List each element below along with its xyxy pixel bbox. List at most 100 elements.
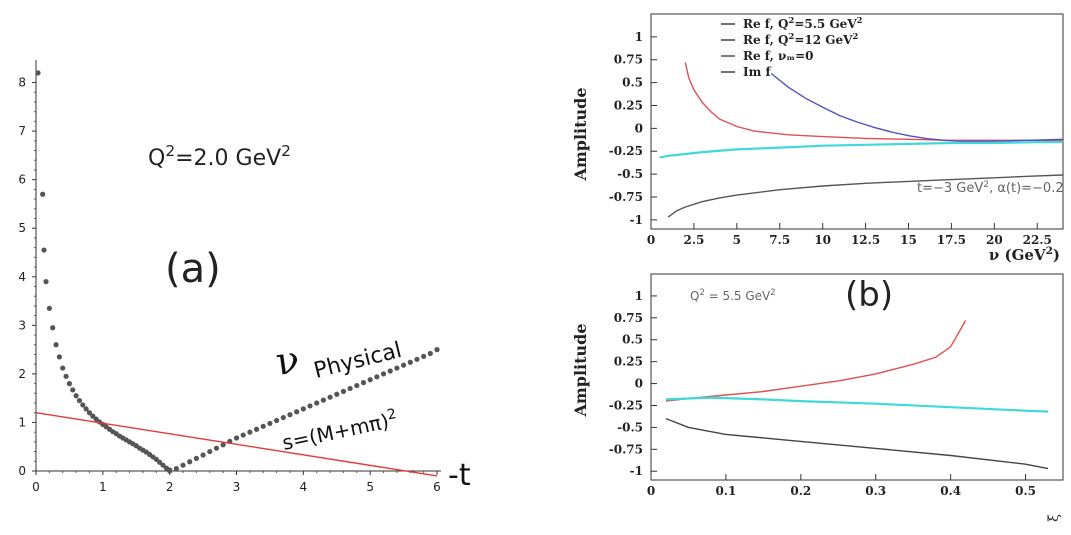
panel-a-annotation: Q2=2.0 GeV2 <box>148 142 291 171</box>
data-point <box>274 417 280 424</box>
data-point <box>327 394 333 400</box>
panel-a-axes <box>35 60 441 472</box>
data-point <box>247 429 253 435</box>
data-point <box>167 468 173 474</box>
data-point <box>80 402 86 408</box>
data-point <box>187 459 193 465</box>
y-tick-label: -0.25 <box>609 144 643 158</box>
x-tick-label: 10 <box>814 233 831 247</box>
data-point <box>35 70 41 76</box>
series-line <box>665 417 1049 470</box>
data-point <box>220 442 226 448</box>
x-tick-label: 12.5 <box>851 233 880 247</box>
x-tick-label: 5 <box>733 233 741 247</box>
data-point <box>56 354 62 360</box>
y-tick-label: -0.5 <box>617 167 643 181</box>
threshold-line <box>35 412 438 477</box>
x-tick-label: 1 <box>99 480 107 494</box>
data-point <box>253 426 260 432</box>
data-point <box>43 279 49 285</box>
panel-b-top-ticks: 0 2.5 5 7.5 10 12.5 15 17.5 20 22.510.750.50.250-… <box>609 30 1052 247</box>
y-tick-label: 0.25 <box>614 98 643 112</box>
x-tick-label: 0.3 <box>865 484 886 498</box>
data-point <box>300 406 306 412</box>
y-tick-label: 0 <box>635 121 643 135</box>
x-tick-label: 5 <box>366 480 374 494</box>
plot-frame <box>650 273 1064 481</box>
data-point <box>427 350 433 357</box>
data-point <box>90 413 96 419</box>
x-tick-label: 3 <box>233 480 241 494</box>
y-tick-label: 3 <box>18 318 26 332</box>
data-point <box>41 247 47 253</box>
y-tick-label: -1 <box>630 464 643 478</box>
x-tick-label: 0 <box>32 480 40 494</box>
y-tick-label: 0 <box>18 464 26 478</box>
nu-physical-label: Physical <box>311 338 404 384</box>
data-point <box>93 416 99 422</box>
panel-b-top: 0 2.5 5 7.5 10 12.5 15 17.5 20 22.510.750.50.250-… <box>571 13 1064 315</box>
data-point <box>407 359 413 365</box>
data-point <box>294 409 300 415</box>
data-point <box>367 377 373 383</box>
data-point <box>40 191 46 197</box>
panel-b-bottom-ticks: 0 0.1 0.2 0.3 0.4 0.5 1 0.75 0.5 0.25 0 -0.25 -0.5 -0… <box>609 289 1036 498</box>
x-tick-label: 0.4 <box>940 484 961 498</box>
y-tick-label: 0.5 <box>622 76 643 90</box>
y-tick-label: 6 <box>18 173 26 187</box>
data-point <box>233 435 240 441</box>
x-tick-label: 7.5 <box>769 233 790 247</box>
data-point <box>83 406 89 412</box>
data-point <box>287 412 293 418</box>
plot-frame <box>650 13 1064 230</box>
data-point <box>160 462 166 468</box>
data-point <box>240 432 246 438</box>
y-tick-label: 7 <box>18 124 26 138</box>
x-tick-label: 17.5 <box>937 233 966 247</box>
y-tick-label: -0.75 <box>609 442 643 456</box>
data-point <box>334 391 340 397</box>
y-tick-label: 2 <box>18 367 26 381</box>
series-line <box>684 62 1063 141</box>
data-point <box>267 420 273 427</box>
series-line <box>770 72 1064 142</box>
panel-b-top-ylabel: Amplitude <box>571 87 590 181</box>
y-tick-label: 0.75 <box>614 311 643 325</box>
panel-a-xlabel: -t <box>448 458 471 493</box>
data-point <box>421 353 427 360</box>
panel-a: 0 1 2 3 4 5 6 0 1 2 3 4 5 6 7 8 Q2=2.0 GeV2 (a) ν Physi… <box>18 60 471 494</box>
panel-b-bottom-axes <box>650 273 1064 481</box>
x-tick-label: 22.5 <box>1023 233 1052 247</box>
data-point <box>387 368 393 374</box>
data-point <box>50 325 56 331</box>
panel-b-bottom-series <box>665 320 1049 470</box>
y-tick-label: -0.75 <box>609 190 643 204</box>
y-tick-label: 0.25 <box>614 355 643 369</box>
y-tick-label: -0.25 <box>609 398 643 412</box>
data-point <box>414 356 420 362</box>
panel-a-ticks: 0 1 2 3 4 5 6 0 1 2 3 4 5 6 7 8 <box>18 76 440 494</box>
x-tick-label: 6 <box>433 480 441 494</box>
data-point <box>213 445 220 451</box>
data-point <box>260 423 266 429</box>
data-point <box>307 403 313 409</box>
panel-b-top-annotation: t=−3 GeV2, α(t)=−0.2 <box>917 180 1064 196</box>
data-point <box>207 448 213 455</box>
data-point <box>46 305 52 311</box>
data-point <box>400 362 407 368</box>
data-point <box>63 373 69 379</box>
data-point <box>340 388 347 394</box>
legend-entry: Re f, Q2=12 GeV2 <box>743 31 858 47</box>
legend-entry: Re f, νₘ=0 <box>743 49 814 63</box>
panel-b-label: (b) <box>845 275 893 315</box>
data-point <box>320 397 326 403</box>
panel-a-label: (a) <box>165 246 221 292</box>
x-tick-label: 0.2 <box>790 484 811 498</box>
x-tick-label: 2.5 <box>683 233 704 247</box>
data-point <box>360 380 367 386</box>
data-point <box>66 381 73 387</box>
panel-b-top-series <box>659 62 1064 218</box>
data-point <box>193 455 199 461</box>
